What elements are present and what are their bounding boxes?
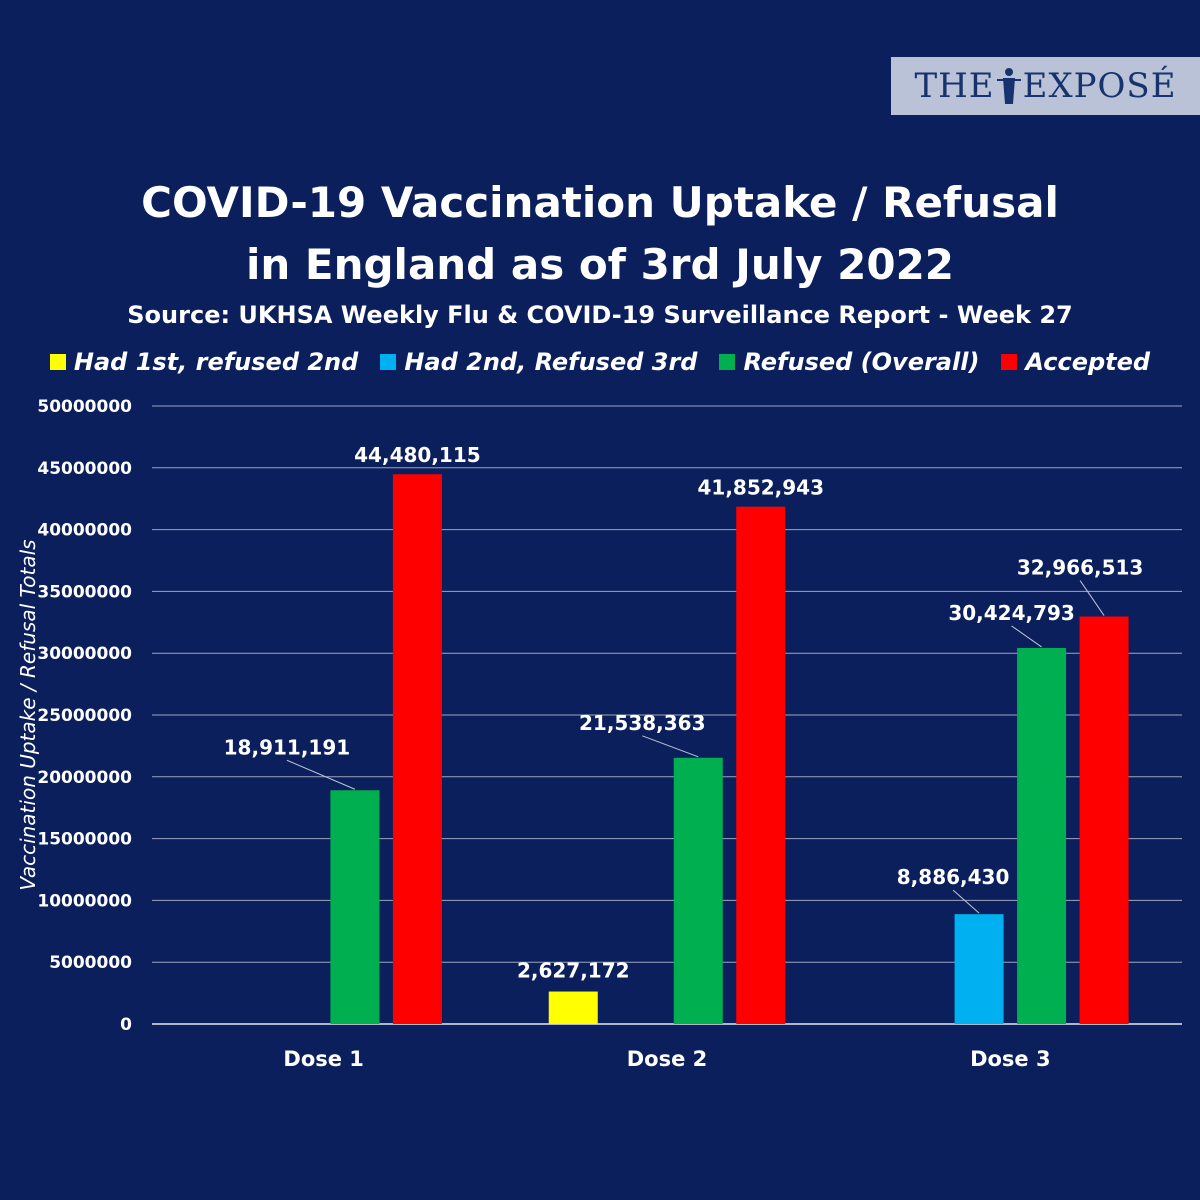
category-labels: Dose 1 Dose 2 Dose 3: [283, 1047, 1050, 1071]
legend: Had 1st, refused 2nd Had 2nd, Refused 3r…: [0, 348, 1200, 376]
category-label: Dose 2: [627, 1047, 708, 1071]
data-label: 32,966,513: [1017, 556, 1144, 580]
legend-item-had-1st-refused-2nd: Had 1st, refused 2nd: [49, 348, 359, 376]
gridlines: [152, 405, 1182, 1025]
data-label: 41,852,943: [697, 476, 824, 500]
leader-line: [286, 759, 356, 790]
data-label: 30,424,793: [948, 601, 1075, 625]
legend-item-had-2nd-refused-3rd: Had 2nd, Refused 3rd: [380, 348, 697, 376]
bar: [330, 790, 380, 1024]
y-tick-label: 45000000: [37, 459, 132, 479]
y-tick-label: 30000000: [37, 644, 132, 664]
bar: [954, 914, 1004, 1024]
legend-label: Accepted: [1025, 348, 1151, 376]
y-tick-label: 25000000: [37, 706, 132, 726]
data-label: 21,538,363: [579, 711, 706, 735]
category-label: Dose 3: [970, 1047, 1051, 1071]
legend-swatch: [380, 354, 397, 370]
chart-subtitle: Source: UKHSA Weekly Flu & COVID-19 Surv…: [127, 301, 1073, 329]
legend-item-accepted: Accepted: [1001, 348, 1150, 376]
leader-line: [1079, 580, 1105, 616]
legend-swatch: [49, 354, 66, 370]
data-label: 2,627,172: [517, 959, 630, 983]
chart-title-line-1: COVID-19 Vaccination Uptake / Refusal: [141, 178, 1059, 227]
y-tick-labels: 0 5000000 10000000 15000000 20000000 25000000…: [37, 397, 132, 1035]
leader-line: [952, 889, 980, 914]
logo: THE EXPOSÉ: [891, 57, 1200, 115]
legend-swatch: [1001, 354, 1018, 370]
legend-label: Had 2nd, Refused 3rd: [404, 348, 698, 376]
legend-label: Had 1st, refused 2nd: [73, 348, 359, 376]
leader-line: [642, 735, 699, 758]
legend-swatch: [719, 354, 736, 370]
bar: [548, 991, 598, 1024]
bar: [673, 757, 723, 1024]
y-tick-label: 10000000: [37, 891, 132, 911]
data-label: 8,886,430: [897, 865, 1010, 889]
data-labels: 18,911,191 44,480,115 2,627,172 21,538,363 4…: [224, 443, 1144, 982]
leader-lines: [286, 580, 1105, 914]
legend-label: Refused (Overall): [743, 348, 980, 376]
category-label: Dose 1: [283, 1047, 364, 1071]
bars: [330, 474, 1129, 1024]
data-label: 44,480,115: [354, 443, 481, 467]
bar: [1079, 616, 1129, 1024]
chart-title-line-2: in England as of 3rd July 2022: [245, 240, 955, 289]
y-tick-label: 50000000: [37, 397, 132, 417]
data-label: 18,911,191: [224, 735, 351, 759]
y-tick-label: 35000000: [37, 582, 132, 602]
y-tick-label: 5000000: [49, 953, 132, 973]
y-tick-label: 0: [120, 1015, 132, 1035]
y-tick-label: 15000000: [37, 830, 132, 850]
bar: [1017, 647, 1067, 1024]
logo-text-left: THE: [914, 66, 995, 106]
y-tick-label: 20000000: [37, 768, 132, 788]
justice-figure-icon: [996, 68, 1021, 104]
chart-title: COVID-19 Vaccination Uptake / Refusal in…: [0, 172, 1200, 296]
legend-item-refused-overall: Refused (Overall): [719, 348, 979, 376]
bar: [736, 506, 786, 1024]
leader-line: [1011, 625, 1042, 648]
y-tick-label: 40000000: [37, 521, 132, 541]
logo-text-right: EXPOSÉ: [1022, 66, 1177, 106]
bar: [392, 474, 442, 1024]
